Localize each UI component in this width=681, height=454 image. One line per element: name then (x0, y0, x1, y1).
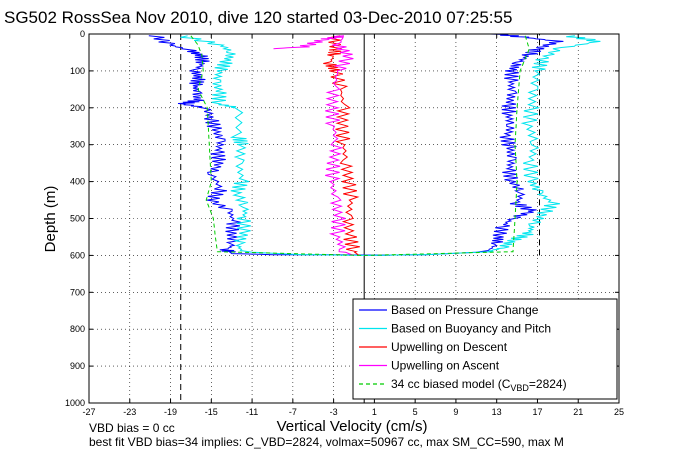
legend-entry-label: 34 cc biased model (CVBD=2824) (391, 377, 567, 393)
x-tick-label: -7 (289, 407, 297, 417)
legend-entry-label: Based on Buoyancy and Pitch (391, 322, 551, 336)
y-tick-label: 400 (70, 177, 85, 187)
best-fit-note: best fit VBD bias=34 implies: C_VBD=2824… (89, 435, 564, 449)
legend-box (352, 298, 618, 400)
x-axis-label: Vertical Velocity (cm/s) (277, 418, 428, 435)
x-tick-label: 5 (413, 407, 418, 417)
x-tick-label: -11 (246, 407, 258, 417)
x-tick-label: -27 (82, 407, 95, 417)
x-tick-label: 25 (614, 407, 624, 417)
y-tick-label: 0 (80, 29, 85, 39)
legend-entry-label: Upwelling on Descent (391, 340, 508, 354)
y-tick-label: 700 (70, 287, 85, 297)
x-axis-ticks: -27 -23 -19 -15 -11 -7 -3 1 5 9 13 17 21 25 (82, 34, 624, 417)
series-line (180, 35, 365, 256)
series-line (190, 35, 365, 256)
x-tick-label: -19 (164, 407, 177, 417)
x-tick-label: -23 (123, 407, 136, 417)
x-tick-label: 17 (532, 407, 542, 417)
y-tick-label: 100 (70, 66, 85, 76)
y-tick-label: 500 (70, 214, 85, 224)
x-tick-label: -3 (330, 407, 338, 417)
x-tick-label: 1 (372, 407, 377, 417)
y-tick-label: 600 (70, 250, 85, 260)
y-tick-label: 200 (70, 103, 85, 113)
y-tick-label: 900 (70, 361, 85, 371)
series-line (364, 35, 530, 256)
y-axis-label: Depth (m) (42, 186, 59, 253)
y-tick-label: 300 (70, 140, 85, 150)
x-tick-label: -15 (205, 407, 218, 417)
y-tick-label: 800 (70, 324, 85, 334)
series-line (148, 35, 385, 256)
legend-entry-label: Based on Pressure Change (391, 303, 539, 317)
x-tick-label: 13 (492, 407, 502, 417)
x-tick-label: 21 (573, 407, 583, 417)
x-tick-label: 9 (453, 407, 458, 417)
legend: Based on Pressure Change Based on Buoyanc… (352, 298, 618, 400)
legend-entry-label: Upwelling on Ascent (391, 359, 500, 373)
data-series (148, 33, 601, 256)
series-line (273, 35, 355, 256)
series-line (364, 33, 564, 256)
y-tick-label: 1000 (65, 398, 85, 408)
vbd-bias-note: VBD bias = 0 cc (89, 421, 175, 435)
series-line (364, 35, 601, 256)
series-line (323, 35, 360, 256)
y-axis-ticks: 0 100 200 300 400 500 600 700 800 900 1000 (65, 29, 619, 408)
chart-title: SG502 RossSea Nov 2010, dive 120 started… (4, 8, 512, 27)
